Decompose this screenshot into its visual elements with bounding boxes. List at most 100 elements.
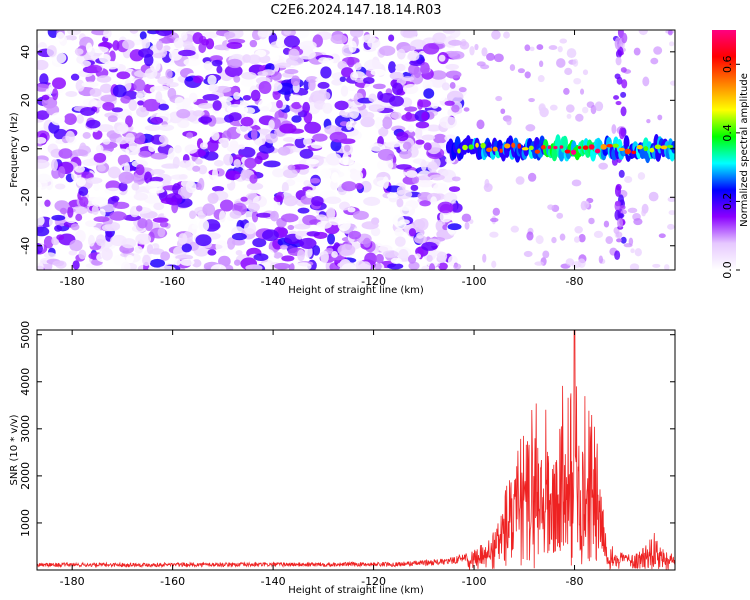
heatmap-cell — [287, 164, 296, 171]
heatmap-cell — [233, 259, 241, 266]
heatmap-cell — [59, 207, 67, 215]
heatmap-cell — [574, 225, 583, 234]
heatmap-cell — [175, 254, 194, 261]
heatmap-cell — [153, 85, 170, 91]
heatmap-cell — [226, 42, 243, 49]
colorbar-tick-label: 0.0 — [721, 261, 734, 279]
heatmap-cell — [426, 124, 441, 132]
heatmap-cell — [521, 147, 529, 151]
heatmap-cell — [392, 82, 404, 96]
snr-series-line — [37, 330, 675, 570]
heatmap-cell — [132, 172, 146, 185]
heatmap-cell — [641, 209, 647, 217]
heatmap-cell — [377, 91, 384, 101]
heatmap-cell — [159, 221, 169, 228]
heatmap-cell — [152, 52, 166, 59]
heatmap-cell — [423, 88, 435, 99]
heatmap-cell — [284, 69, 299, 75]
heatmap-cell — [419, 200, 431, 207]
heatmap-cell — [430, 196, 437, 205]
heatmap-cell — [388, 34, 395, 42]
heatmap-cell — [208, 84, 219, 92]
heatmap-cell — [256, 212, 272, 218]
x-tick-label: -120 — [361, 575, 386, 588]
heatmap-cell — [363, 76, 375, 85]
heatmap-cell — [649, 147, 655, 153]
heatmap-cell — [459, 41, 470, 50]
heatmap-cell — [476, 119, 485, 130]
heatmap-cell — [211, 59, 223, 67]
heatmap-cell — [246, 182, 264, 191]
heatmap-cell — [588, 144, 595, 150]
heatmap-cell — [302, 101, 310, 114]
heatmap-cell — [374, 262, 382, 270]
heatmap-cell — [369, 105, 378, 111]
heatmap-cell — [131, 182, 140, 191]
heatmap-cell — [199, 142, 208, 150]
heatmap-cell — [339, 156, 355, 166]
heatmap-cell — [372, 83, 386, 90]
heatmap-cell — [273, 195, 283, 203]
heatmap-cell — [634, 248, 642, 257]
heatmap-cell — [618, 127, 625, 140]
heatmap-cell — [575, 113, 584, 122]
heatmap-cell — [295, 30, 310, 39]
heatmap-cell — [646, 118, 651, 124]
heatmap-cell — [280, 213, 299, 223]
heatmap-cell — [148, 187, 165, 194]
heatmap-cell — [133, 78, 146, 92]
heatmap-cell — [134, 132, 146, 145]
heatmap-cell — [559, 233, 566, 241]
heatmap-cell — [399, 150, 412, 159]
heatmap-cell — [667, 223, 675, 230]
heatmap-cell — [202, 94, 220, 101]
heatmap-cell — [212, 167, 219, 181]
heatmap-cell — [392, 214, 405, 227]
heatmap-cell — [107, 115, 118, 123]
heatmap-cell — [311, 196, 324, 207]
heatmap-cell — [109, 211, 127, 221]
heatmap-cell — [451, 203, 463, 213]
spectrogram-frame — [36, 29, 676, 271]
heatmap-cell — [103, 60, 120, 70]
heatmap-cell — [394, 236, 406, 247]
heatmap-cell — [620, 106, 627, 117]
heatmap-cell — [195, 158, 203, 165]
heatmap-cell — [293, 223, 311, 230]
heatmap-cell — [334, 100, 349, 111]
heatmap-cell — [153, 202, 165, 211]
heatmap-cell — [448, 186, 461, 192]
heatmap-cell — [279, 123, 297, 134]
heatmap-cell — [330, 34, 348, 44]
heatmap-cell — [368, 93, 377, 102]
spectrogram-panel: -180 -160 -140 -120 -100 -80 -40 -20 0 20 40 Heig… — [9, 29, 676, 296]
heatmap-cell — [653, 46, 663, 55]
heatmap-cell — [202, 203, 216, 216]
snr-panel: -180 -160 -140 -120 -100 -80 1000 2000 3000 4000… — [9, 321, 676, 596]
heatmap-cell — [426, 254, 433, 263]
heatmap-cell — [142, 98, 161, 112]
heatmap-cell — [593, 230, 604, 239]
heatmap-cell — [528, 145, 534, 151]
heatmap-cell — [410, 184, 419, 192]
heatmap-cell — [439, 116, 457, 129]
heatmap-cell — [88, 234, 95, 247]
heatmap-cell — [654, 144, 662, 150]
heatmap-cell — [113, 122, 129, 135]
heatmap-cell — [258, 144, 275, 154]
heatmap-cell — [58, 148, 73, 159]
heatmap-cell — [464, 221, 470, 230]
heatmap-cell — [305, 189, 314, 199]
heatmap-cell — [185, 180, 197, 194]
heatmap-cell — [559, 145, 564, 149]
heatmap-cell — [374, 116, 383, 130]
heatmap-cell — [436, 92, 446, 102]
heatmap-cell — [139, 31, 147, 40]
heatmap-cell — [652, 263, 661, 268]
heatmap-cell — [448, 39, 463, 46]
heatmap-cell — [565, 104, 575, 113]
heatmap-cell — [112, 40, 120, 51]
heatmap-cell — [178, 49, 196, 57]
heatmap-cell — [41, 94, 50, 101]
heatmap-cell — [288, 48, 300, 61]
